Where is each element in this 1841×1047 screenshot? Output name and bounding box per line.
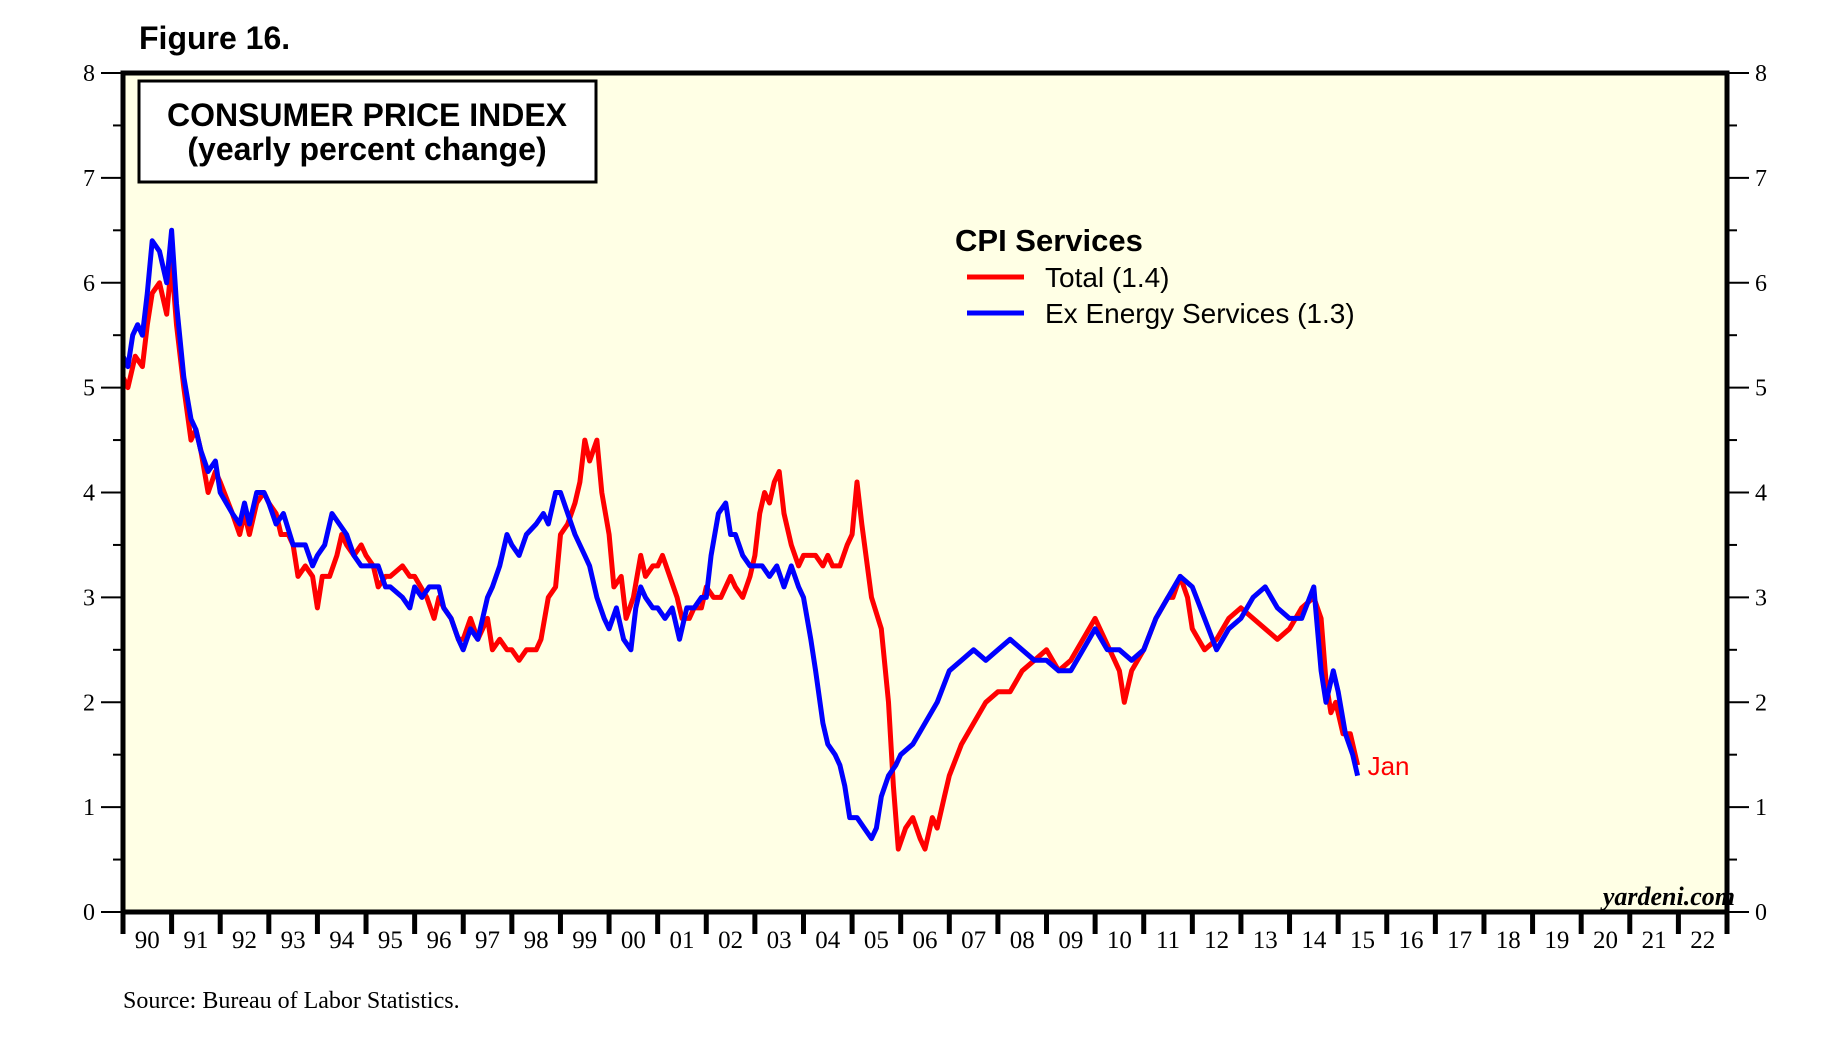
x-tick-label: 15 (1350, 927, 1375, 954)
y-axis-left: 0 1 2 3 4 5 6 7 8 (83, 61, 123, 926)
x-tick-label: 18 (1496, 927, 1521, 954)
x-tick-label: 01 (669, 927, 694, 954)
y-tick-label-right: 2 (1755, 690, 1767, 716)
y-tick-label-right: 3 (1755, 585, 1767, 611)
x-tick-label: 05 (864, 927, 889, 954)
x-tick-label: 99 (572, 927, 597, 954)
y-tick-label-left: 8 (83, 61, 95, 87)
x-tick-label: 97 (475, 927, 500, 954)
x-tick-label: 07 (961, 927, 986, 954)
x-tick-label: 21 (1642, 927, 1667, 954)
x-tick-label: 16 (1399, 927, 1424, 954)
x-tick-label: 96 (426, 927, 451, 954)
y-tick-label-right: 1 (1755, 795, 1767, 821)
x-tick-label: 91 (183, 927, 208, 954)
x-tick-label: 09 (1058, 927, 1083, 954)
chart-title: CONSUMER PRICE INDEX (167, 97, 568, 133)
x-tick-label: 90 (135, 927, 160, 954)
y-tick-label-left: 2 (83, 690, 95, 716)
y-tick-label-left: 6 (83, 271, 95, 297)
x-tick-label: 13 (1253, 927, 1278, 954)
x-tick-label: 98 (524, 927, 549, 954)
y-tick-label-right: 6 (1755, 271, 1767, 297)
x-tick-label: 08 (1010, 927, 1035, 954)
figure-label: Figure 16. (139, 20, 291, 56)
y-tick-label-right: 4 (1755, 481, 1767, 507)
source-note: Source: Bureau of Labor Statistics. (123, 988, 460, 1014)
title-box: CONSUMER PRICE INDEX (yearly percent cha… (137, 79, 598, 184)
x-tick-label: 94 (329, 927, 355, 954)
x-tick-label: 17 (1447, 927, 1472, 954)
y-axis-right: 0 1 2 3 4 5 6 7 8 (1727, 61, 1767, 926)
x-tick-label: 92 (232, 927, 257, 954)
x-tick-label: 22 (1690, 927, 1715, 954)
x-tick-label: 12 (1204, 927, 1229, 954)
y-tick-label-left: 5 (83, 376, 95, 402)
x-tick-label: 03 (767, 927, 792, 954)
y-tick-label-right: 0 (1755, 900, 1767, 926)
x-tick-label: 04 (815, 927, 841, 954)
title-box-frame (137, 79, 598, 184)
y-tick-label-left: 3 (83, 585, 95, 611)
y-tick-label-left: 0 (83, 900, 95, 926)
x-axis: 90 91 92 93 94 95 96 97 98 99 00 01 02 03 04 05 06 07 08 09… (120, 912, 1730, 954)
y-tick-label-left: 4 (83, 481, 95, 507)
x-tick-label: 20 (1593, 927, 1618, 954)
x-tick-label: 95 (378, 927, 403, 954)
series-lines (120, 227, 1361, 852)
legend-label-ex-energy: Ex Energy Services (1.3) (1045, 298, 1355, 329)
y-tick-label-left: 1 (83, 795, 95, 821)
x-tick-label: 11 (1156, 927, 1180, 954)
end-label: Jan (1368, 751, 1410, 781)
watermark: yardeni.com (1600, 882, 1735, 911)
y-tick-label-right: 7 (1755, 166, 1767, 192)
plot-frame (120, 70, 1730, 915)
chart-subtitle: (yearly percent change) (187, 131, 546, 167)
x-tick-label: 19 (1544, 927, 1569, 954)
series-line-ex-energy (120, 227, 1361, 842)
legend: CPI Services Total (1.4) Ex Energy Servi… (955, 223, 1355, 329)
legend-title: CPI Services (955, 223, 1143, 258)
y-tick-label-left: 7 (83, 166, 95, 192)
plot-background (123, 73, 1727, 912)
y-tick-label-right: 5 (1755, 376, 1767, 402)
y-tick-label-right: 8 (1755, 61, 1767, 87)
x-tick-label: 10 (1107, 927, 1132, 954)
x-tick-label: 93 (281, 927, 306, 954)
series-line-total (120, 259, 1361, 852)
x-tick-label: 00 (621, 927, 646, 954)
legend-label-total: Total (1.4) (1045, 262, 1170, 293)
x-tick-label: 06 (913, 927, 938, 954)
x-tick-label: 14 (1301, 927, 1327, 954)
x-tick-label: 02 (718, 927, 743, 954)
